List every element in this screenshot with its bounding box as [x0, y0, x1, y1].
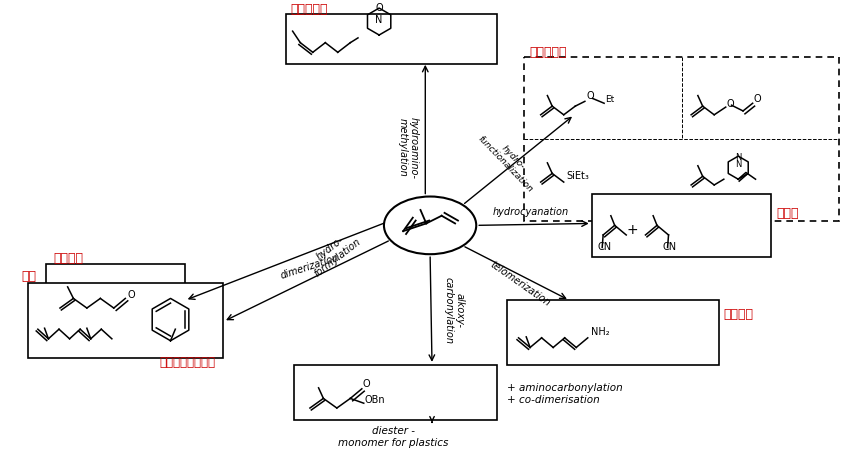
Text: hydro-
functionalization: hydro- functionalization — [476, 127, 541, 194]
Text: 二聚: 二聚 — [22, 270, 36, 283]
Bar — [29, 283, 223, 358]
Text: SiEt₃: SiEt₃ — [567, 171, 589, 181]
Text: 氢甲酰化: 氢甲酰化 — [54, 251, 83, 264]
Bar — [592, 194, 772, 258]
Text: O: O — [375, 3, 383, 13]
Text: （氢）烷氧羰基化: （氢）烷氧羰基化 — [159, 355, 215, 368]
Bar — [524, 58, 839, 221]
Text: NH₂: NH₂ — [591, 326, 609, 336]
Text: 氢氨甲基化: 氢氨甲基化 — [291, 3, 328, 16]
Text: telomerization: telomerization — [489, 259, 553, 308]
Text: dimerization: dimerization — [279, 252, 341, 281]
Text: N: N — [375, 15, 382, 25]
Text: + aminocarbonylation
+ co-dimerisation: + aminocarbonylation + co-dimerisation — [507, 382, 623, 404]
Bar — [293, 365, 497, 419]
Text: N: N — [735, 153, 741, 162]
Bar — [46, 264, 185, 330]
Text: hydroamino-
methylation: hydroamino- methylation — [397, 116, 419, 178]
Text: diester -
monomer for plastics: diester - monomer for plastics — [338, 425, 449, 447]
Text: CN: CN — [663, 242, 677, 252]
Text: N: N — [735, 159, 741, 168]
Text: 调聚反应: 调聚反应 — [723, 307, 753, 320]
Text: 氢氰化: 氢氰化 — [776, 206, 798, 219]
Bar — [286, 15, 497, 64]
Text: hydro-
formylation: hydro- formylation — [305, 227, 362, 278]
Text: OBn: OBn — [365, 394, 385, 405]
Bar — [507, 301, 719, 365]
Text: O: O — [127, 289, 135, 299]
Text: O: O — [586, 91, 594, 101]
Ellipse shape — [384, 197, 477, 255]
Text: O: O — [727, 99, 734, 109]
Text: 氢官能团化: 氢官能团化 — [529, 46, 567, 59]
Text: CN: CN — [598, 242, 612, 252]
Text: hydrocyanation: hydrocyanation — [493, 207, 569, 216]
Text: O: O — [362, 378, 370, 388]
Text: O: O — [753, 94, 761, 104]
Text: +: + — [626, 222, 638, 236]
Text: alkoxy-
carbonylation: alkoxy- carbonylation — [444, 277, 465, 344]
Text: Et: Et — [606, 95, 614, 104]
